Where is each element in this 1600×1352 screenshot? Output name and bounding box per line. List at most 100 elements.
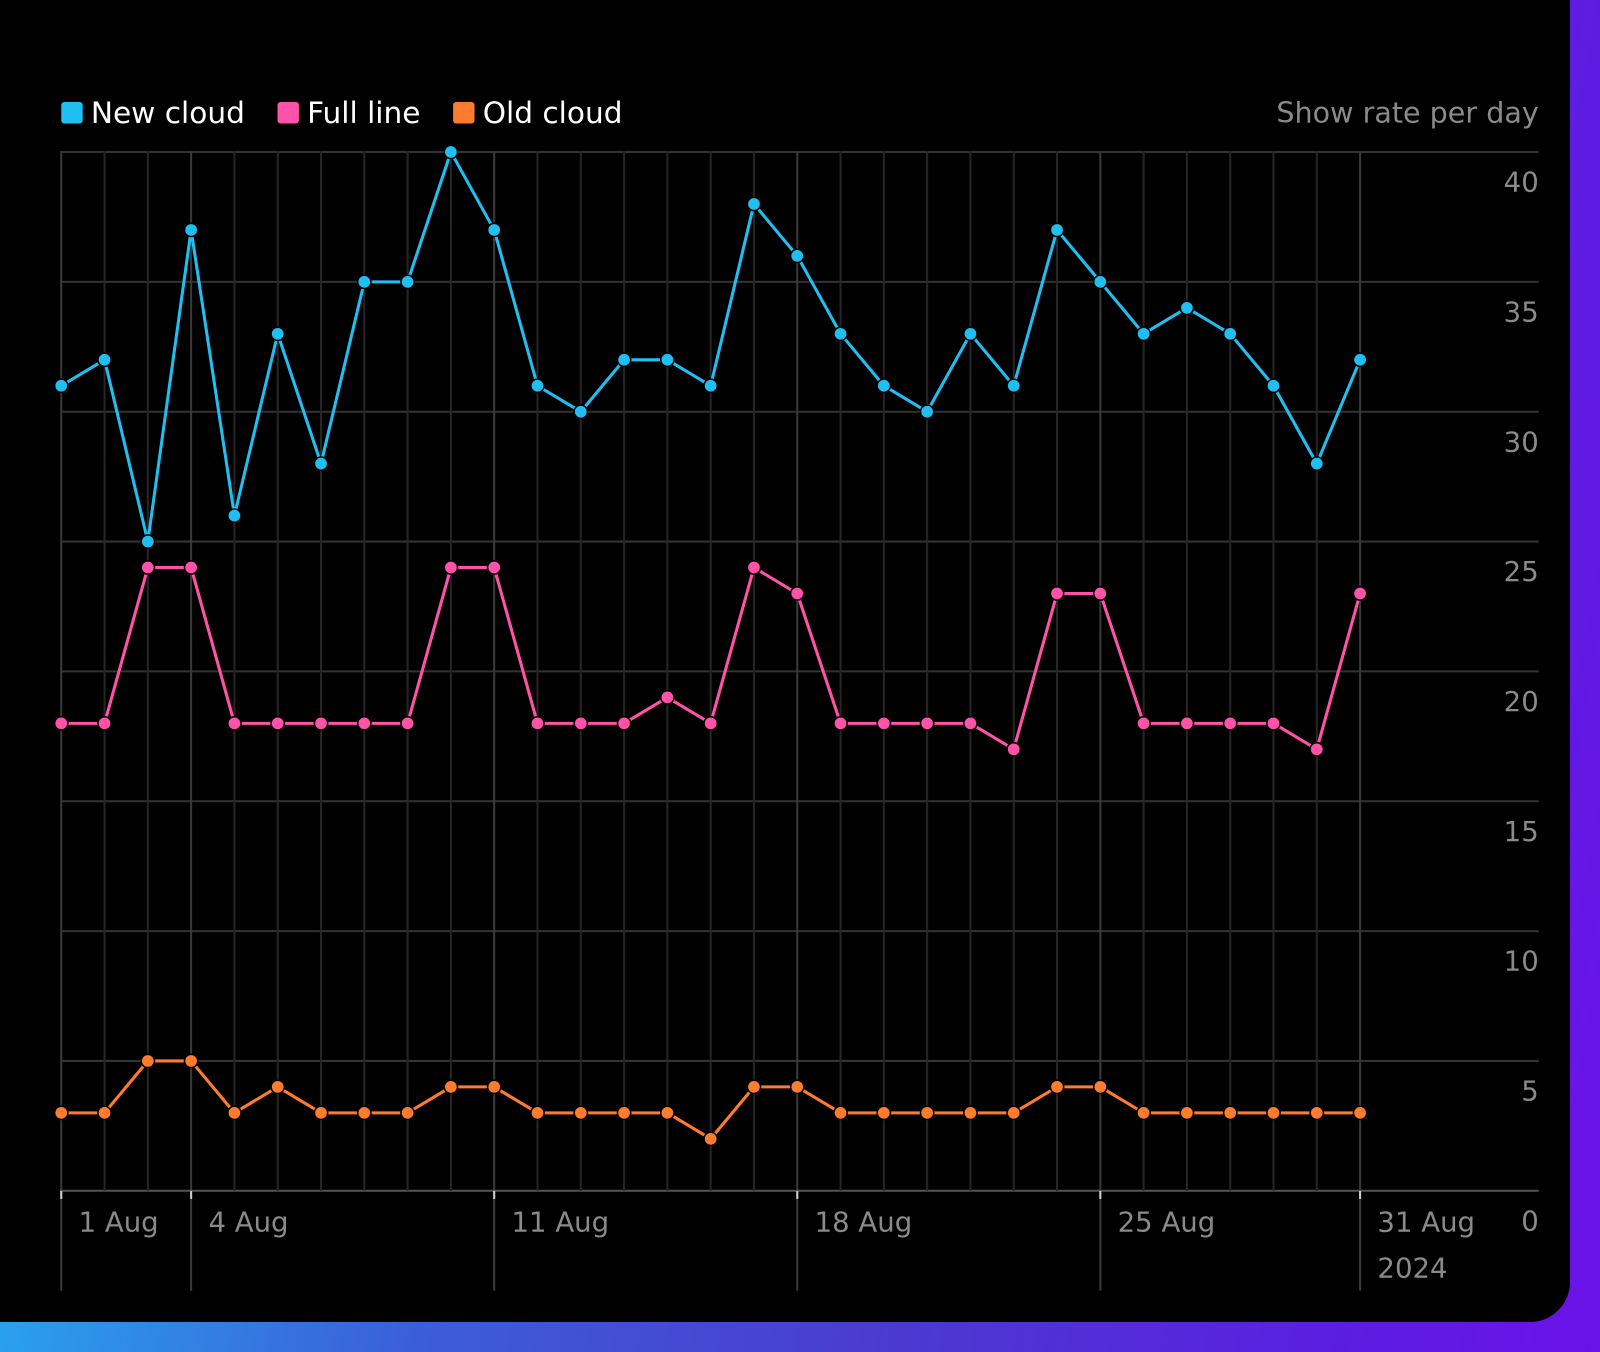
data-point xyxy=(227,1105,242,1121)
data-point xyxy=(746,196,762,212)
data-point xyxy=(140,534,156,549)
data-point xyxy=(833,1105,848,1121)
data-point xyxy=(1092,586,1108,601)
data-point xyxy=(876,715,892,731)
data-point xyxy=(486,1079,502,1095)
y-tick-label: 35 xyxy=(1504,297,1539,329)
y-tick-label: 0 xyxy=(1521,1205,1539,1237)
data-point xyxy=(919,1105,935,1121)
data-point xyxy=(746,560,762,575)
legend-swatch xyxy=(277,102,299,124)
data-point xyxy=(703,378,719,394)
data-point xyxy=(53,1105,69,1121)
data-point xyxy=(573,715,589,731)
legend-label: Full line xyxy=(307,96,420,130)
data-point xyxy=(313,1105,329,1121)
data-point xyxy=(1222,1105,1238,1121)
data-point xyxy=(1049,1079,1065,1095)
rate-toggle[interactable]: Show rate per day xyxy=(1276,95,1538,129)
data-point xyxy=(1266,715,1281,731)
data-point xyxy=(573,1105,589,1121)
data-point xyxy=(313,456,329,472)
legend-label: New cloud xyxy=(91,96,245,130)
data-point xyxy=(1352,1105,1368,1121)
data-point xyxy=(443,144,459,160)
data-point xyxy=(876,378,892,394)
data-point xyxy=(486,560,502,575)
data-point xyxy=(356,274,372,290)
data-point xyxy=(530,378,545,394)
data-point xyxy=(227,508,242,523)
y-tick-label: 20 xyxy=(1504,686,1539,718)
data-point xyxy=(270,1079,286,1095)
data-point xyxy=(573,404,589,420)
data-point xyxy=(97,1105,112,1121)
data-point xyxy=(1049,222,1065,238)
data-point xyxy=(616,1105,632,1121)
data-point xyxy=(1136,326,1152,342)
x-tick-label: 18 Aug xyxy=(815,1206,913,1238)
data-point xyxy=(53,715,69,731)
data-point xyxy=(183,560,199,575)
data-point xyxy=(789,586,805,601)
data-point xyxy=(97,352,112,368)
data-point xyxy=(443,1079,459,1095)
data-point xyxy=(1352,352,1368,368)
legend-label: Old cloud xyxy=(483,96,623,130)
x-year-label: 2024 xyxy=(1377,1252,1447,1284)
data-point xyxy=(1092,274,1108,290)
data-point xyxy=(1006,741,1022,757)
data-point xyxy=(400,715,416,731)
data-point xyxy=(659,1105,675,1121)
data-point xyxy=(1136,1105,1152,1121)
data-point xyxy=(530,1105,545,1121)
data-point xyxy=(1309,456,1325,472)
legend-swatch xyxy=(453,102,475,124)
data-point xyxy=(1309,741,1325,757)
data-point xyxy=(919,715,935,731)
data-point xyxy=(876,1105,892,1121)
y-tick-label: 15 xyxy=(1504,816,1539,848)
x-tick-label: 1 Aug xyxy=(79,1206,159,1238)
data-point xyxy=(789,248,805,264)
data-point xyxy=(486,222,502,238)
data-point xyxy=(1179,300,1195,316)
data-point xyxy=(227,715,242,731)
x-tick-label: 25 Aug xyxy=(1118,1206,1216,1238)
data-point xyxy=(1179,715,1195,731)
data-point xyxy=(833,326,848,342)
y-tick-label: 30 xyxy=(1504,426,1539,458)
data-point xyxy=(140,1053,156,1069)
data-point xyxy=(963,326,978,342)
data-point xyxy=(140,560,156,575)
data-point xyxy=(703,715,719,731)
y-tick-label: 40 xyxy=(1504,167,1539,199)
data-point xyxy=(1006,1105,1022,1121)
data-point xyxy=(746,1079,762,1095)
data-point xyxy=(963,715,978,731)
data-point xyxy=(400,1105,416,1121)
data-point xyxy=(183,222,199,238)
data-point xyxy=(703,1131,719,1147)
data-point xyxy=(616,715,632,731)
data-point xyxy=(443,560,459,575)
data-point xyxy=(1092,1079,1108,1095)
data-point xyxy=(97,715,112,731)
legend-swatch xyxy=(61,102,83,124)
data-point xyxy=(530,715,545,731)
data-point xyxy=(356,1105,372,1121)
x-tick-label: 4 Aug xyxy=(208,1206,288,1238)
data-point xyxy=(356,715,372,731)
data-point xyxy=(659,689,675,705)
y-tick-label: 10 xyxy=(1504,946,1539,978)
data-point xyxy=(616,352,632,368)
y-tick-label: 5 xyxy=(1521,1076,1539,1108)
data-point xyxy=(1309,1105,1325,1121)
data-point xyxy=(1352,586,1368,601)
data-point xyxy=(1222,326,1238,342)
data-point xyxy=(183,1053,199,1069)
data-point xyxy=(1266,1105,1281,1121)
data-point xyxy=(659,352,675,368)
data-point xyxy=(270,326,286,342)
